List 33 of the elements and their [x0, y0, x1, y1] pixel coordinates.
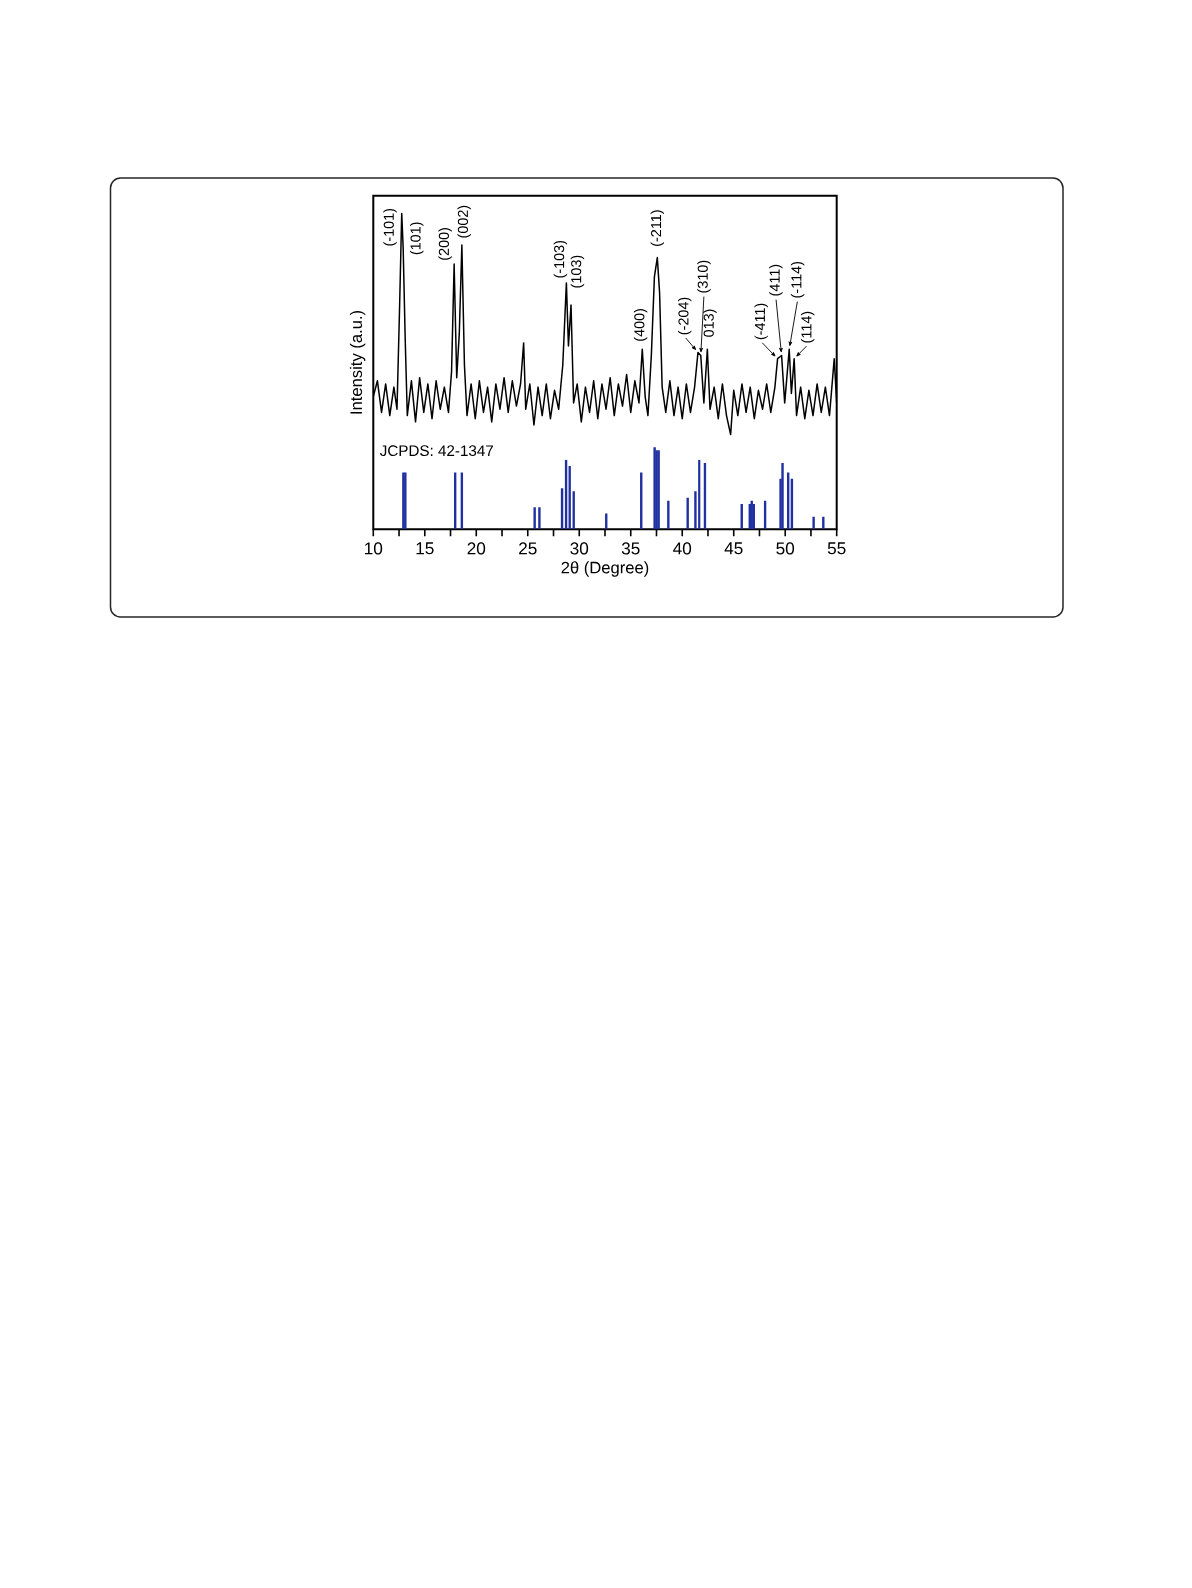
x-tick-label: 40 [673, 542, 692, 555]
annotation: (-211) [650, 210, 665, 246]
annotation: (310) [697, 260, 711, 293]
x-tick-label: 50 [776, 542, 795, 555]
annotation: (411) [769, 264, 783, 296]
x-tick-label: 25 [519, 542, 537, 555]
x-tick-label: 10 [365, 542, 383, 555]
bar [781, 462, 784, 530]
x-tick-label: 30 [570, 542, 589, 555]
x-tick-label: 45 [724, 542, 743, 555]
annotation: JCPDS: 42-1347 [379, 445, 493, 457]
x-axis-title: 2θ (Degree) [561, 561, 649, 577]
bar [667, 500, 670, 530]
annotation: (-114) [790, 261, 805, 298]
bar [822, 516, 825, 530]
x-tick-label: 20 [467, 542, 486, 555]
annotation: (101) [410, 222, 424, 255]
annotation: (114) [800, 311, 815, 343]
x-tick-label: 35 [621, 542, 640, 555]
bar [686, 497, 689, 530]
annotation: (002) [457, 205, 471, 238]
annotation: 013) [703, 309, 717, 337]
y-axis-title: Intensity (a.u.) [349, 310, 366, 414]
annotation: (-411) [754, 303, 768, 340]
x-tick-label: 15 [416, 542, 434, 555]
annotation: (400) [633, 309, 648, 341]
annotation: (200) [438, 228, 452, 260]
bar [812, 516, 815, 530]
annotation: (-101) [383, 208, 397, 246]
x-tick-label: 55 [827, 542, 846, 555]
annotation: (103) [570, 255, 585, 288]
annotation: (-103) [553, 240, 568, 278]
annotation: (-204) [677, 297, 692, 335]
